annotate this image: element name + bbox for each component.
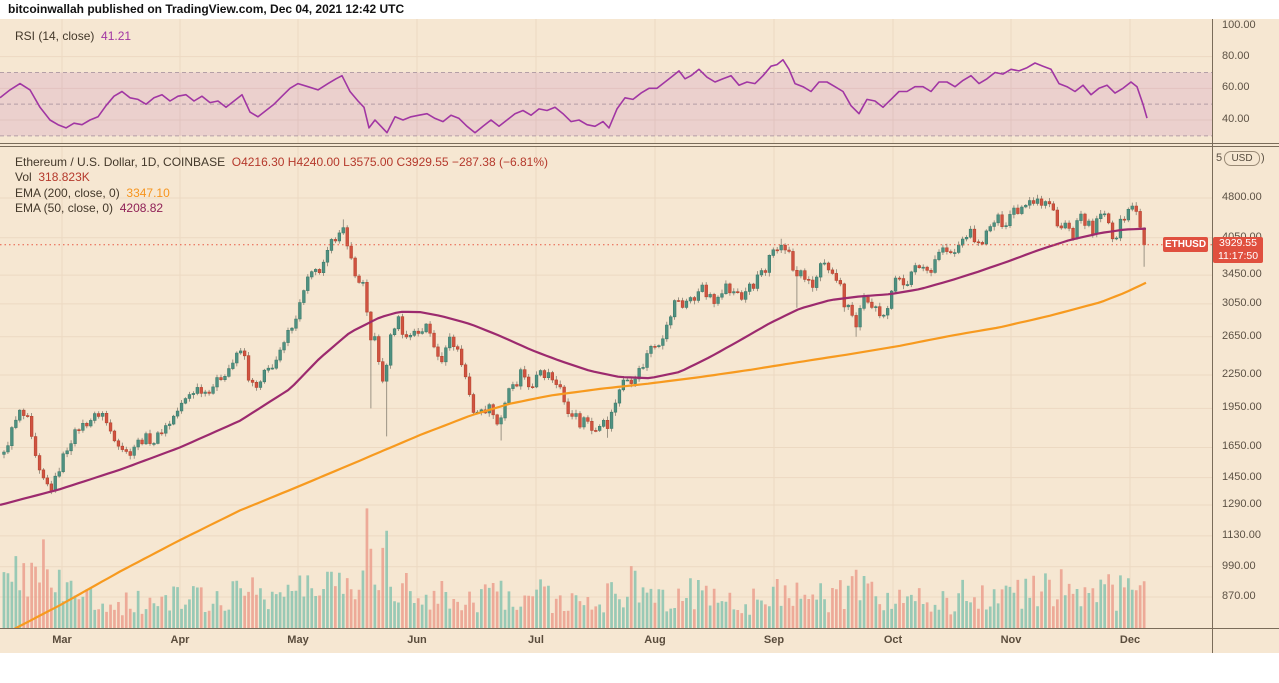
month-label: Sep: [763, 634, 785, 646]
ema50-legend: EMA (50, close, 0) 4208.82: [15, 201, 163, 215]
month-label: Aug: [644, 634, 666, 646]
price-tick: 1450.00: [1222, 470, 1262, 483]
attribution-bar: bitcoinwallah published on TradingView.c…: [0, 0, 1279, 19]
price-tick: 4800.00: [1222, 191, 1262, 203]
rsi-value: 41.21: [101, 29, 132, 43]
footer-bar: TradingView: [0, 653, 1279, 683]
price-tick: 990.00: [1222, 559, 1256, 572]
month-label: May: [287, 634, 309, 646]
symbol-price-flag: ETHUSD: [1163, 236, 1208, 252]
ohlc-values: O4216.30 H4240.00 L3575.00 C3929.55 −287…: [231, 155, 549, 169]
price-pane[interactable]: [0, 147, 1212, 628]
ema200-legend: EMA (200, close, 0) 3347.10: [15, 186, 170, 200]
chart-background: [0, 19, 1279, 653]
ema50-value: 4208.82: [119, 201, 164, 215]
ema50-label: EMA (50, close, 0): [15, 201, 114, 215]
rsi-tick: 40.00: [1222, 112, 1250, 125]
currency-toggle[interactable]: USD: [1224, 151, 1260, 166]
pane-separator-top[interactable]: [0, 143, 1279, 144]
price-tick: 3450.00: [1222, 268, 1262, 281]
volume-value: 318.823K: [38, 170, 90, 184]
price-tick: 2650.00: [1222, 329, 1262, 342]
price-tick: 1290.00: [1222, 497, 1262, 510]
price-tick: 2250.00: [1222, 367, 1262, 380]
month-label: Oct: [883, 634, 903, 646]
month-label: Nov: [1000, 634, 1022, 646]
price-tick: 870.00: [1222, 589, 1256, 602]
attribution-text: bitcoinwallah published on TradingView.c…: [8, 2, 405, 16]
price-tick: 1130.00: [1222, 528, 1261, 541]
ema200-label: EMA (200, close, 0): [15, 186, 120, 200]
month-label: Mar: [52, 634, 72, 646]
price-plot[interactable]: [0, 147, 1212, 628]
price-tick: 3050.00: [1222, 296, 1262, 309]
symbol-title: Ethereum / U.S. Dollar, 1D, COINBASE: [15, 155, 226, 169]
rsi-label: RSI (14, close): [15, 29, 95, 43]
price-tick: 1950.00: [1222, 401, 1262, 414]
month-label: Jul: [528, 634, 544, 646]
price-axis-separator[interactable]: [1212, 19, 1213, 653]
rsi-tick: 100.00: [1222, 19, 1256, 31]
rsi-tick: 80.00: [1222, 49, 1250, 62]
time-axis-separator: [0, 628, 1279, 629]
last-price-value: 3929.55: [1219, 236, 1257, 249]
volume-label: Vol: [15, 170, 32, 184]
month-label: Jun: [407, 634, 427, 646]
rsi-legend: RSI (14, close) 41.21: [15, 29, 131, 43]
pane-separator-bottom: [0, 146, 1279, 147]
hidden-tick-fragment-right: ): [1261, 152, 1265, 164]
month-label: Dec: [1119, 634, 1141, 646]
ema200-value: 3347.10: [126, 186, 170, 200]
hidden-tick-fragment: 5: [1216, 152, 1223, 164]
bar-countdown: 11:17:50: [1217, 249, 1259, 262]
month-label: Apr: [170, 634, 190, 646]
volume-legend: Vol 318.823K: [15, 170, 90, 184]
price-tick: 1650.00: [1222, 440, 1262, 453]
rsi-tick: 60.00: [1222, 81, 1250, 94]
rsi-plot[interactable]: [0, 19, 1212, 143]
symbol-legend: Ethereum / U.S. Dollar, 1D, COINBASE O42…: [15, 155, 548, 169]
rsi-pane[interactable]: [0, 19, 1212, 143]
last-price-badge: 3929.55 11:17:50: [1213, 236, 1263, 263]
